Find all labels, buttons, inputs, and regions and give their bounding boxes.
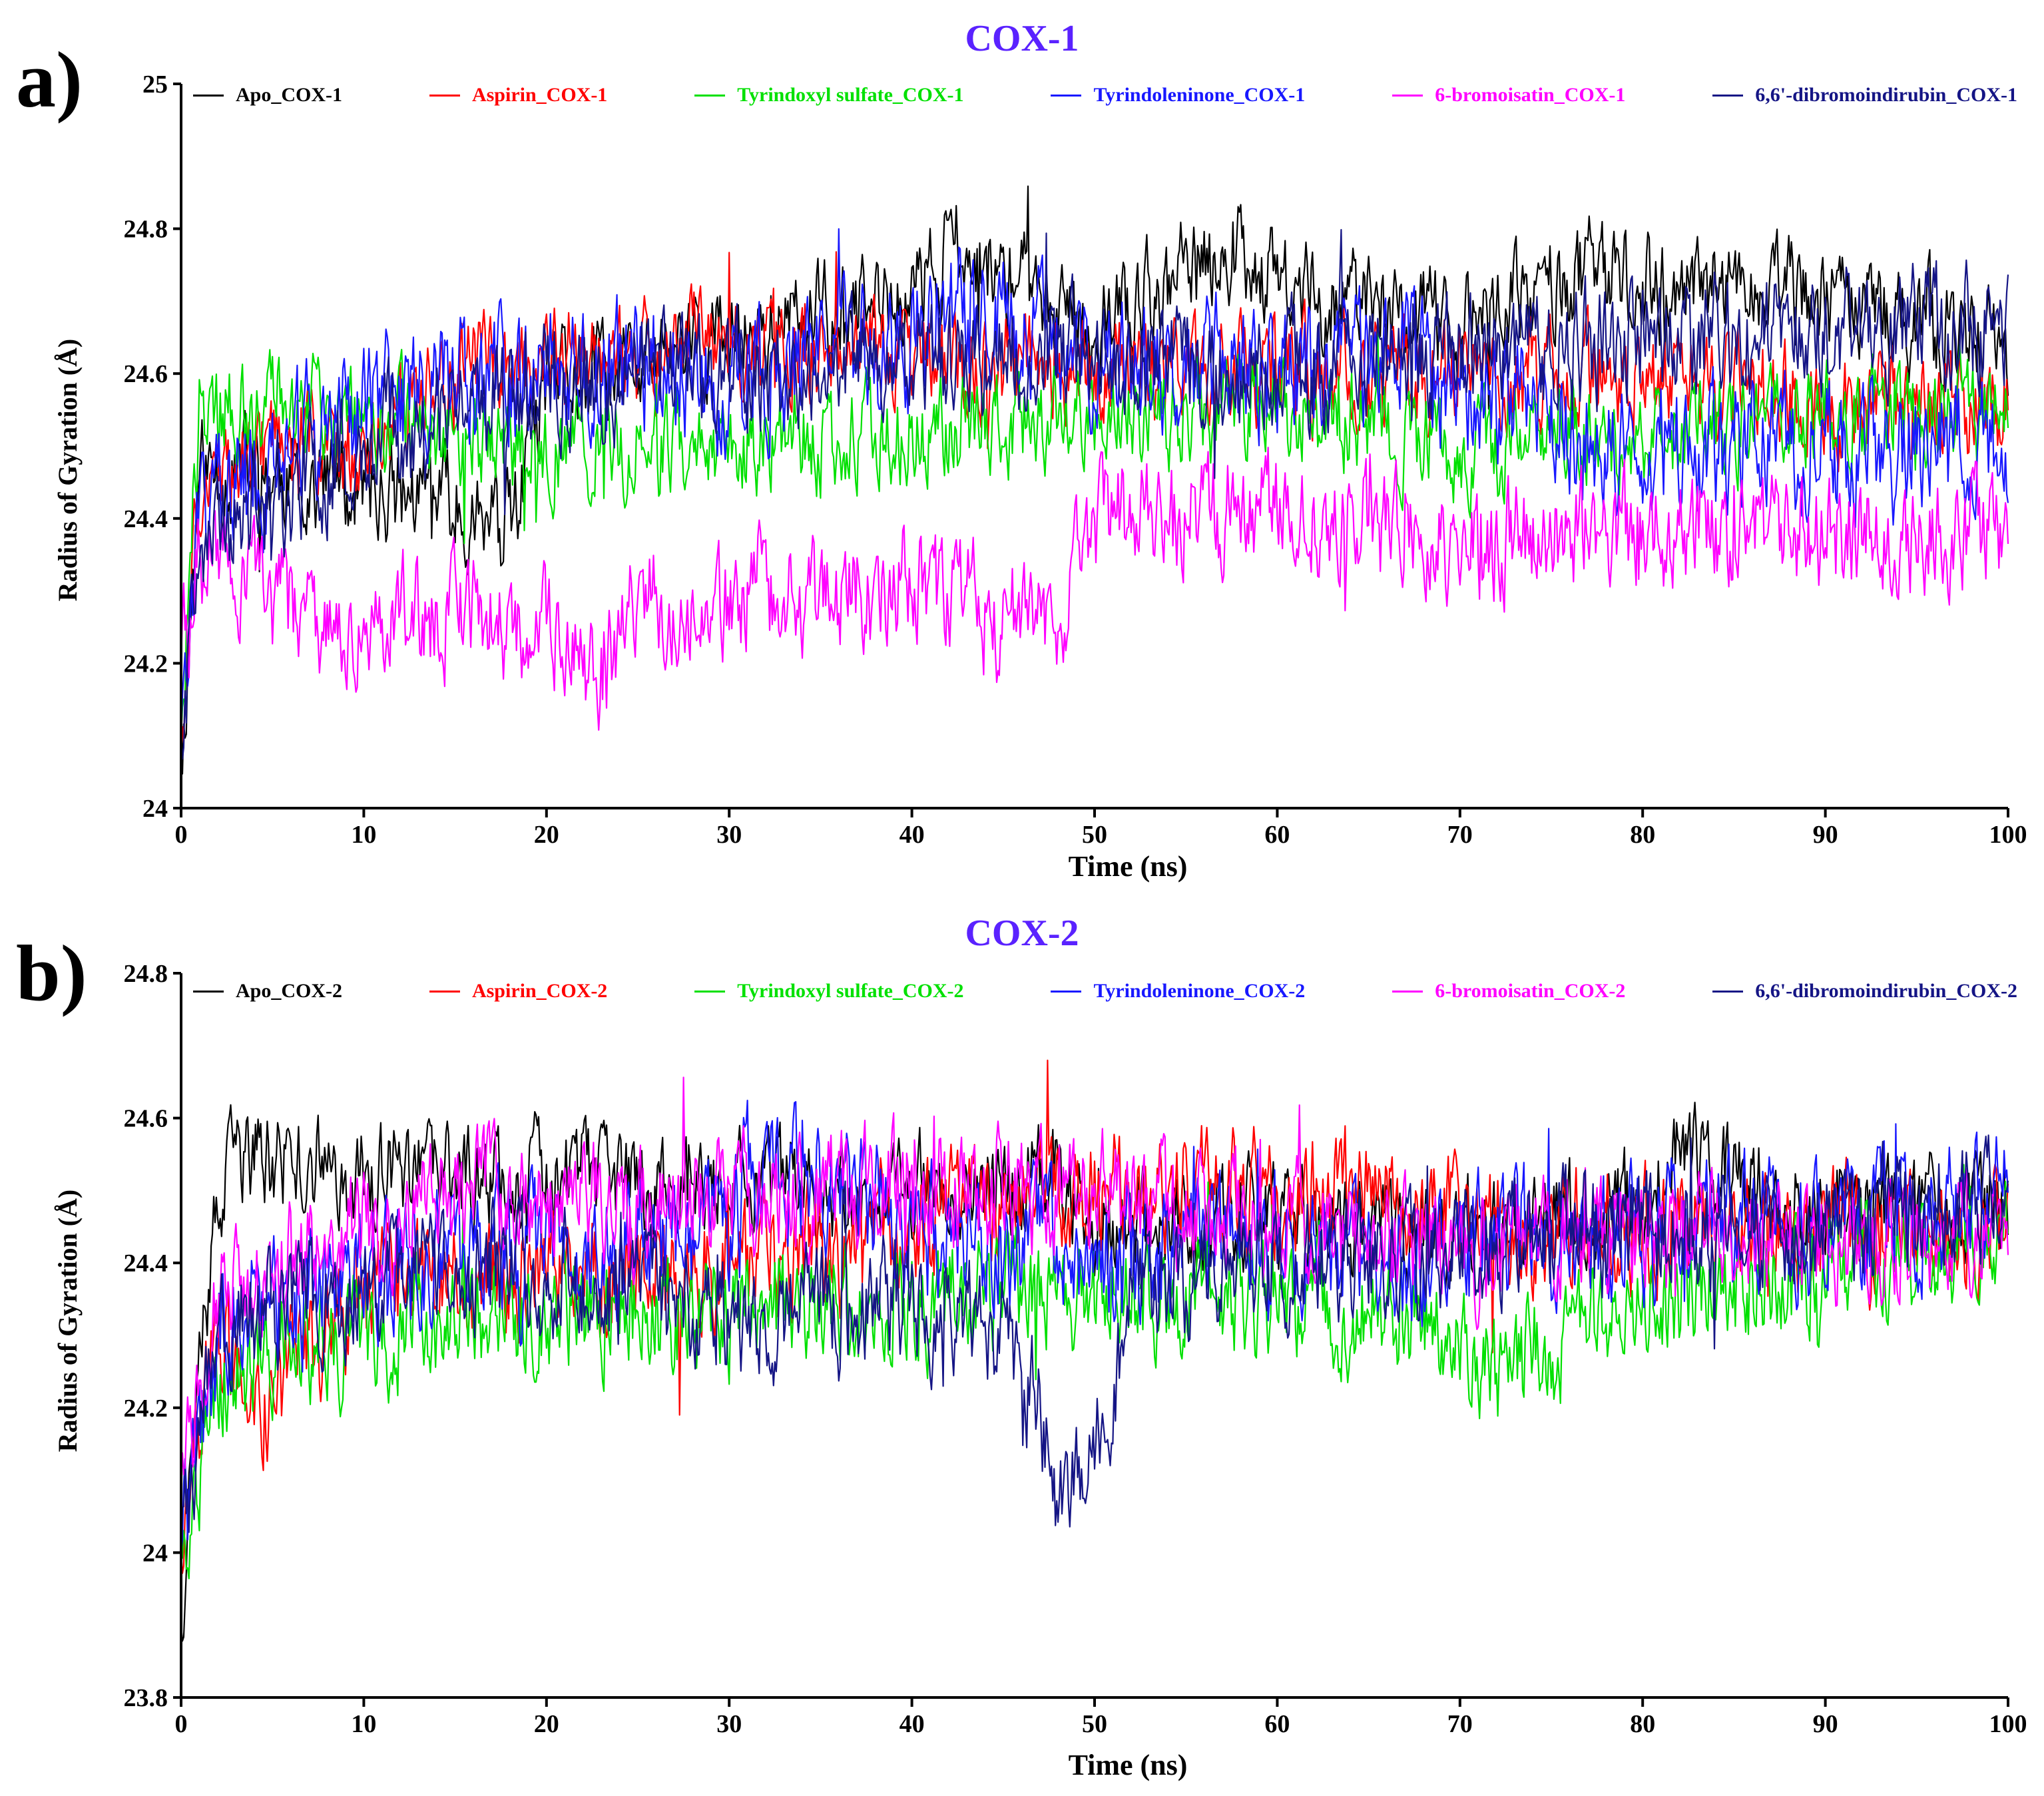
chart-a-legend-label: 6-bromoisatin_COX-1	[1435, 84, 1626, 106]
chart-a-legend-swatch	[193, 94, 224, 97]
chart-b-legend-swatch	[694, 990, 726, 993]
chart-a-legend-item: Apo_COX-1	[193, 84, 342, 107]
chart-a-x-tick-label: 10	[351, 821, 376, 849]
chart-a-legend-label: Apo_COX-1	[236, 84, 343, 106]
chart-b-legend-swatch	[429, 990, 460, 993]
chart-b-legend-label: 6-bromoisatin_COX-2	[1435, 980, 1626, 1002]
chart-b-legend-label: Apo_COX-2	[236, 980, 343, 1002]
chart-a-legend-item: 6,6'-dibromoindirubin_COX-1	[1712, 84, 2017, 107]
chart-a-series-group	[180, 185, 2009, 775]
chart-a-legend-label: 6,6'-dibromoindirubin_COX-1	[1755, 84, 2017, 106]
chart-b-legend-item: Apo_COX-2	[193, 980, 342, 1003]
chart-a-plot: 24 24.2 24.4 24.6 24.8 25 0 10 20 30 40 50 60 70 80 90 1…	[124, 71, 2027, 849]
chart-b-series-line-2	[180, 1164, 2009, 1580]
chart-b-plot: 23.8 24 24.2 24.4 24.6 24.8 0 10 20 30 40 50 60 70 80 9…	[124, 960, 2027, 1738]
chart-b-x-tick-label: 50	[1082, 1710, 1107, 1738]
chart-a-y-tick-label: 24.4	[124, 505, 168, 533]
chart-a-legend-label: Aspirin_COX-1	[471, 84, 608, 106]
chart-a-y-tick-label: 24.2	[124, 650, 168, 678]
chart-a-y-tick-label: 24	[142, 795, 168, 823]
chart-a-legend-swatch	[1712, 94, 1744, 97]
chart-a-series-line-5	[180, 229, 2009, 760]
chart-a-x-tick-label: 100	[1989, 821, 2027, 849]
chart-a-legend-label: Tyrindoxyl sulfate_COX-1	[737, 84, 964, 106]
chart-a-legend-item: 6-bromoisatin_COX-1	[1392, 84, 1625, 107]
chart-b-y-axis-label: Radius of Gyration (Å)	[53, 1189, 83, 1453]
chart-b-legend-swatch	[1712, 990, 1744, 993]
chart-b-legend-item: Tyrindoleninone_COX-2	[1051, 980, 1305, 1003]
chart-b-x-tick-label: 90	[1813, 1710, 1838, 1738]
chart-b-series-group	[180, 1059, 2009, 1642]
chart-b-x-tick-label: 40	[899, 1710, 925, 1738]
chart-a-x-tick-label: 80	[1630, 821, 1655, 849]
chart-a-x-axis-label: Time (ns)	[1068, 850, 1188, 883]
chart-b-series-line-5	[180, 1134, 2009, 1553]
chart-a-x-tick-label: 90	[1813, 821, 1838, 849]
chart-b-legend-item: Tyrindoxyl sulfate_COX-2	[694, 980, 964, 1003]
chart-b-x-tick-label: 30	[716, 1710, 742, 1738]
chart-b-title: COX-2	[965, 913, 1079, 954]
chart-b-y-tick-label: 24.4	[124, 1249, 168, 1277]
chart-a-legend-swatch	[694, 94, 726, 97]
chart-b-legend-label: Aspirin_COX-2	[471, 980, 608, 1002]
chart-b-legend-item: 6-bromoisatin_COX-2	[1392, 980, 1625, 1003]
chart-b-y-tick-label: 24.8	[124, 960, 168, 988]
chart-b-legend-label: Tyrindoxyl sulfate_COX-2	[737, 980, 964, 1002]
chart-a-legend-item: Tyrindoleninone_COX-1	[1051, 84, 1305, 107]
chart-b-x-axis-label: Time (ns)	[1068, 1749, 1188, 1781]
chart-a-legend-item: Aspirin_COX-1	[429, 84, 607, 107]
chart-a-x-tick-label: 40	[899, 821, 925, 849]
chart-b-legend-label: Tyrindoleninone_COX-2	[1093, 980, 1306, 1002]
chart-b-x-tick-label: 80	[1630, 1710, 1655, 1738]
chart-b-x-tick-label: 20	[534, 1710, 559, 1738]
chart-b-series-line-4	[180, 1076, 2009, 1480]
chart-a-y-tick-label: 24.8	[124, 216, 168, 244]
chart-a-series-line-4	[180, 447, 2009, 731]
chart-a-legend-swatch	[1051, 94, 1082, 97]
chart-b-y-tick-label: 24	[142, 1539, 168, 1567]
chart-a-x-tick-label: 60	[1264, 821, 1290, 849]
chart-a-legend: Apo_COX-1 Aspirin_COX-1 Tyrindoxyl sulfate…	[193, 84, 2017, 107]
chart-b-x-tick-label: 0	[175, 1710, 188, 1738]
chart-a-x-tick-label: 30	[716, 821, 742, 849]
chart-b-legend-swatch	[193, 990, 224, 993]
chart-a-y-axis-label: Radius of Gyration (Å)	[53, 338, 83, 602]
chart-b-x-tick-label: 100	[1989, 1710, 2027, 1738]
panel-b-letter: b)	[16, 929, 87, 1017]
chart-a-series-line-0	[180, 185, 2009, 775]
chart-b-legend-swatch	[1392, 990, 1423, 993]
chart-b-legend-label: 6,6'-dibromoindirubin_COX-2	[1755, 980, 2017, 1002]
chart-b-y-tick-label: 24.2	[124, 1395, 168, 1423]
chart-a-x-tick-label: 20	[534, 821, 559, 849]
chart-b-y-tick-label: 23.8	[124, 1684, 168, 1712]
chart-b-legend-item: 6,6'-dibromoindirubin_COX-2	[1712, 980, 2017, 1003]
chart-a-y-tick-label: 24.6	[124, 360, 168, 388]
chart-b-legend-swatch	[1051, 990, 1082, 993]
panel-a-letter: a)	[16, 35, 83, 124]
chart-a-legend-item: Tyrindoxyl sulfate_COX-1	[694, 84, 964, 107]
chart-b-x-tick-label: 10	[351, 1710, 376, 1738]
chart-b-legend-item: Aspirin_COX-2	[429, 980, 607, 1003]
chart-b-y-tick-label: 24.6	[124, 1105, 168, 1133]
chart-b-legend: Apo_COX-2 Aspirin_COX-2 Tyrindoxyl sulfate…	[193, 980, 2017, 1003]
panel-b: b) COX-2 23.8 24 24.2 24.4 24.6 24.8 0 10 20 30 40…	[0, 892, 2044, 1796]
chart-a-y-tick-label: 25	[142, 71, 168, 99]
chart-b-x-tick-label: 70	[1447, 1710, 1473, 1738]
chart-a-x-tick-label: 50	[1082, 821, 1107, 849]
chart-b-x-tick-label: 60	[1264, 1710, 1290, 1738]
chart-a-series-line-3	[180, 228, 2009, 736]
panel-a: a) COX-1 24 24.2 24.4 24.6 24.8 25 0 10 20 30 40 50…	[0, 0, 2044, 892]
chart-a-legend-swatch	[1392, 94, 1423, 97]
chart-a-legend-label: Tyrindoleninone_COX-1	[1093, 84, 1306, 106]
chart-a-x-tick-label: 70	[1447, 821, 1473, 849]
chart-a-title: COX-1	[965, 18, 1079, 59]
chart-a-legend-swatch	[429, 94, 460, 97]
chart-a-x-tick-label: 0	[175, 821, 188, 849]
